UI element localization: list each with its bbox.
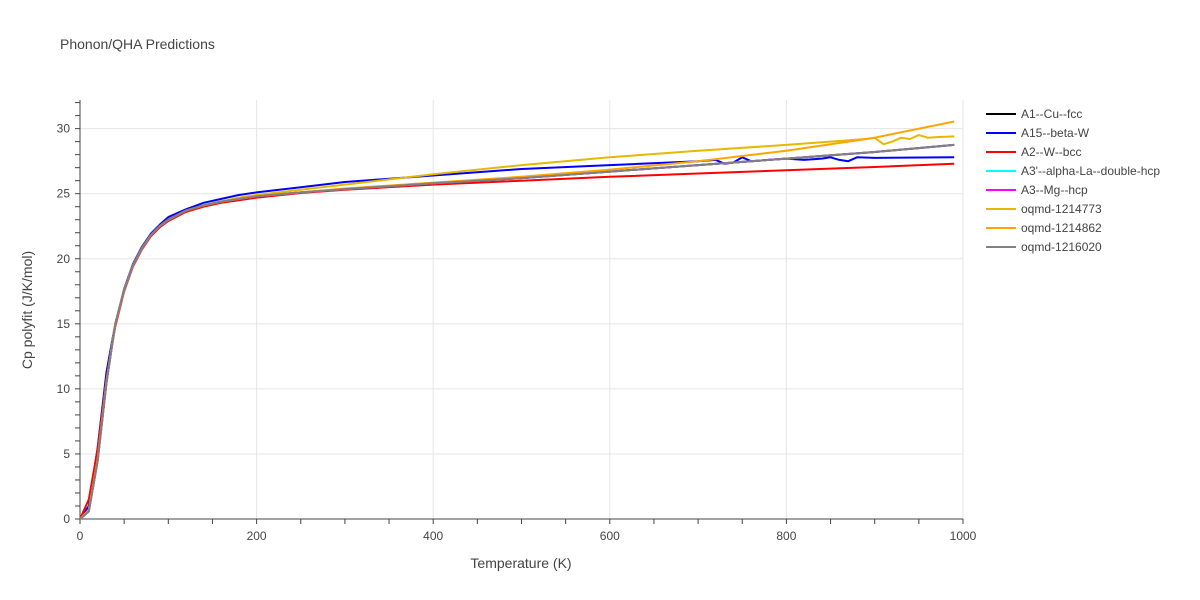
- legend-label: A1--Cu--fcc: [1021, 107, 1082, 121]
- x-tick-label: 400: [423, 529, 443, 543]
- legend-label: A15--beta-W: [1021, 126, 1090, 140]
- legend-label: A2--W--bcc: [1021, 145, 1081, 159]
- legend-label: oqmd-1214862: [1021, 221, 1102, 235]
- legend[interactable]: A1--Cu--fcc A15--beta-W A2--W--bcc A3'--alp…: [986, 107, 1160, 254]
- grid-layer: [80, 100, 964, 519]
- y-tick-label: 15: [57, 317, 71, 331]
- legend-item[interactable]: A15--beta-W: [986, 126, 1090, 140]
- series-line-7: [79, 143, 955, 520]
- axis-layer: Temperature (K) Cp polyfit (J/K/mol) 0 5 1…: [19, 100, 977, 571]
- x-tick-label: 800: [776, 529, 796, 543]
- legend-item[interactable]: oqmd-1214862: [986, 221, 1102, 235]
- x-tick-label: 0: [77, 529, 84, 543]
- legend-label: oqmd-1214773: [1021, 202, 1102, 216]
- legend-label: A3--Mg--hcp: [1021, 183, 1088, 197]
- legend-item[interactable]: A3'--alpha-La--double-hcp: [986, 164, 1160, 178]
- legend-item[interactable]: A3--Mg--hcp: [986, 183, 1088, 197]
- x-tick-label: 200: [247, 529, 267, 543]
- legend-label: A3'--alpha-La--double-hcp: [1021, 164, 1160, 178]
- legend-label: oqmd-1216020: [1021, 240, 1102, 254]
- series-line-2: [79, 162, 955, 520]
- x-tick-label: 1000: [950, 529, 977, 543]
- y-tick-label: 25: [57, 187, 71, 201]
- series-line-5: [79, 134, 955, 520]
- legend-item[interactable]: oqmd-1214773: [986, 202, 1102, 216]
- y-tick-label: 30: [57, 122, 71, 136]
- x-tick-label: 600: [600, 529, 620, 543]
- y-tick-label: 5: [63, 447, 70, 461]
- chart-title: Phonon/QHA Predictions: [60, 36, 215, 52]
- y-axis-title: Cp polyfit (J/K/mol): [19, 251, 35, 369]
- y-tick-label: 20: [57, 252, 71, 266]
- x-axis-title: Temperature (K): [470, 555, 571, 571]
- series-layer: [79, 120, 955, 520]
- legend-item[interactable]: A2--W--bcc: [986, 145, 1081, 159]
- y-tick-label: 10: [57, 382, 71, 396]
- legend-item[interactable]: oqmd-1216020: [986, 240, 1102, 254]
- y-tick-label: 0: [63, 512, 70, 526]
- series-line-1: [79, 156, 955, 520]
- legend-item[interactable]: A1--Cu--fcc: [986, 107, 1082, 121]
